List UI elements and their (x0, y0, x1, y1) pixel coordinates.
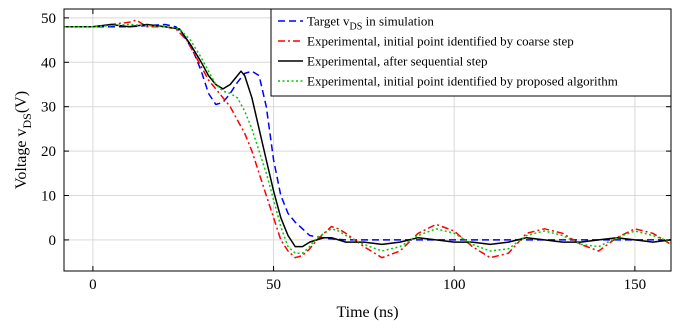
legend-label-4: Experimental, initial point identified b… (307, 74, 618, 89)
x-tick-label: 0 (89, 277, 97, 293)
y-tick-label: 40 (41, 55, 56, 71)
legend-box (270, 8, 672, 97)
x-tick-label: 100 (443, 277, 466, 293)
x-tick-label: 150 (624, 277, 647, 293)
legend-label-3: Experimental, after sequential step (307, 54, 487, 69)
y-tick-label: 20 (41, 144, 56, 160)
series-line-3 (64, 23, 672, 248)
x-axis-title: Time (ns) (336, 304, 398, 321)
x-tick-label: 50 (266, 277, 281, 293)
y-axis-title: Voltage vDS(V) (13, 91, 34, 189)
y-tick-label: 0 (49, 233, 57, 249)
series-lines (64, 19, 672, 259)
legend-label-2: Experimental, initial point identified b… (307, 34, 574, 49)
y-tick-label: 10 (41, 189, 56, 205)
legend-label-1: Target vDS in simulation (307, 14, 434, 33)
y-tick-label: 30 (41, 100, 56, 116)
axis-ticks: 0 50 100 150 0 10 20 30 40 50 (41, 9, 671, 293)
y-tick-label: 50 (41, 11, 56, 27)
series-line-4 (64, 23, 672, 254)
